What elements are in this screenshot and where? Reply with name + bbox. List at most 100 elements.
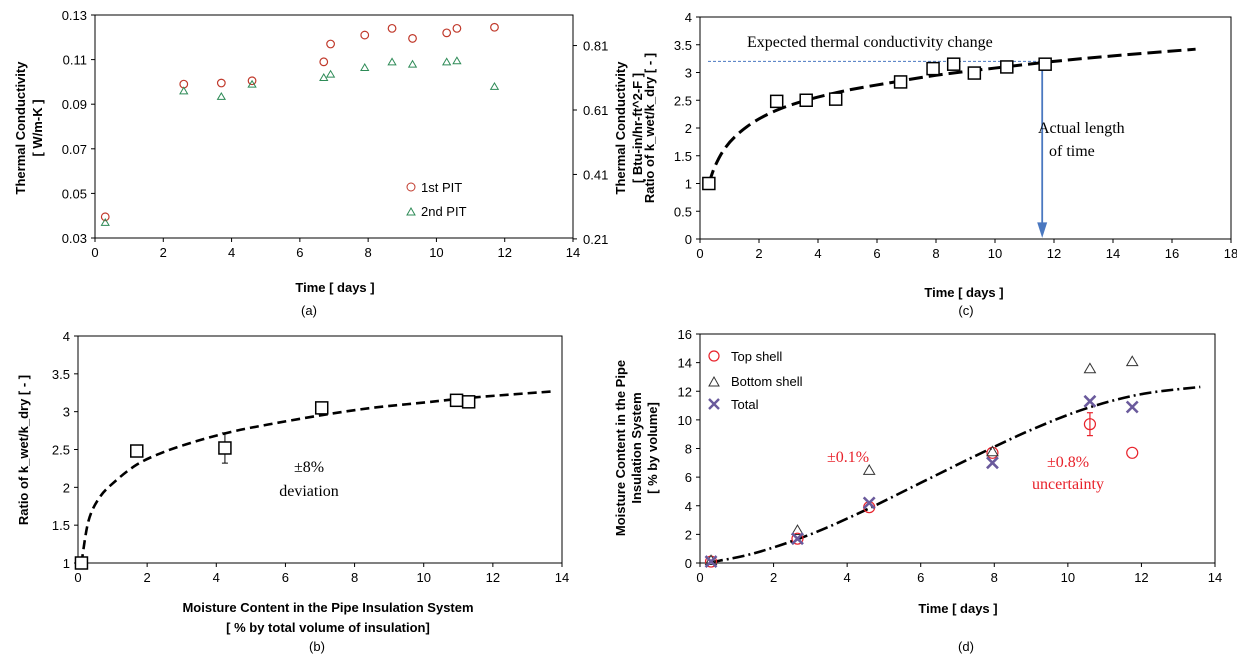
y-tick-label-b: 1 <box>63 556 70 571</box>
y-axis-label-d-line2: Insulation System <box>629 392 644 503</box>
x-tick-label-a: 2 <box>160 245 167 260</box>
point-bottom-shell <box>1083 362 1097 374</box>
point-1st-pit <box>490 22 499 32</box>
data-point-c <box>828 92 843 106</box>
data-point-b <box>449 393 464 408</box>
x-tick-label-a: 8 <box>365 245 372 260</box>
point-total <box>1125 400 1139 414</box>
point-1st-pit <box>326 39 335 49</box>
point-top-shell <box>1083 418 1097 431</box>
y-tick-label-c: 4 <box>685 10 692 25</box>
x-axis-label-a: Time [ days ] <box>295 280 374 295</box>
y-axis-label-b: Ratio of k_wet/k_dry [ - ] <box>16 375 31 525</box>
actual-time-arrowhead <box>1037 222 1048 238</box>
x-tick-label-c: 0 <box>696 246 703 261</box>
y-tick-label-d: 0 <box>685 556 692 571</box>
point-1st-pit <box>247 76 257 86</box>
y-tick-label-a: 0.09 <box>62 97 87 112</box>
point-bottom-shell <box>986 445 999 457</box>
y-tick-label-a: 0.07 <box>62 142 87 157</box>
point-total <box>1083 394 1097 408</box>
y-tick-label-a: 0.13 <box>62 8 87 23</box>
data-point-c <box>799 93 813 107</box>
y-tick-label-d: 16 <box>678 327 692 342</box>
annotation-d-uncertainty-large-2: uncertainty <box>1032 476 1104 493</box>
point-2nd-pit <box>247 79 257 88</box>
y2-axis-label-a-line2: [ Btu-in/hr-ft^2-F ] <box>630 73 645 183</box>
panel-label-c: (c) <box>958 303 973 318</box>
x-tick-label-d: 10 <box>1061 570 1075 585</box>
point-bottom-shell <box>1125 355 1139 367</box>
x-tick-label-c: 6 <box>873 246 880 261</box>
point-1st-pit <box>319 57 329 67</box>
x-tick-label-c: 16 <box>1165 246 1179 261</box>
data-point-c <box>1038 57 1052 71</box>
y-tick-label-a: 0.05 <box>62 186 87 201</box>
x-tick-label-b: 6 <box>282 570 289 585</box>
y2-tick-label-a: 0.41 <box>583 167 608 182</box>
chart-a: 0 2 4 6 8 10 12 14 0.03 0.05 0.07 0.09 0.11 0.13 0.21 0… <box>13 8 645 295</box>
point-2nd-pit <box>100 217 110 226</box>
point-2nd-pit <box>441 57 452 66</box>
point-bottom-shell <box>791 524 804 535</box>
point-1st-pit <box>452 23 462 33</box>
x-tick-label-b: 8 <box>351 570 358 585</box>
y-tick-label-b: 4 <box>63 329 70 344</box>
y-tick-label-c: 3 <box>685 66 692 81</box>
y2-axis-label-a-line1: Thermal Conductivity <box>613 61 628 195</box>
x-tick-label-c: 12 <box>1047 246 1061 261</box>
x-tick-label-a: 10 <box>429 245 443 260</box>
point-1st-pit <box>216 78 226 88</box>
legend-label-bottom-shell: Bottom shell <box>731 374 803 389</box>
x-tick-label-b: 12 <box>486 570 500 585</box>
y-tick-label-a: 0.03 <box>62 231 87 246</box>
point-2nd-pit <box>452 56 462 65</box>
x-tick-label-c: 2 <box>755 246 762 261</box>
y-tick-label-b: 2 <box>63 480 70 495</box>
annotation-d-uncertainty-small: ±0.1% <box>827 449 869 466</box>
point-2nd-pit <box>319 73 329 81</box>
point-top-shell <box>1126 446 1139 459</box>
data-point-c <box>893 75 908 89</box>
plot-frame-a <box>94 14 574 239</box>
point-total <box>704 555 718 568</box>
fit-curve-d <box>710 385 1201 564</box>
y-tick-label-d: 6 <box>685 470 692 485</box>
x-tick-label-d: 6 <box>917 570 924 585</box>
legend-label-2nd-pit: 2nd PIT <box>421 204 467 219</box>
data-point-b <box>130 444 144 458</box>
x-tick-label-d: 12 <box>1134 570 1148 585</box>
data-point-c <box>769 94 784 109</box>
point-total <box>862 496 876 510</box>
y2-tick-label-a: 0.61 <box>583 103 608 118</box>
x-axis-label-b-line2: [ % by total volume of insulation] <box>226 620 430 635</box>
data-point-b <box>74 556 89 570</box>
legend-label-1st-pit: 1st PIT <box>421 180 462 195</box>
point-total <box>986 456 999 470</box>
fit-curve-b <box>80 389 556 564</box>
x-tick-label-d: 4 <box>844 570 851 585</box>
y-tick-label-d: 8 <box>685 442 692 457</box>
x-tick-label-a: 12 <box>497 245 511 260</box>
y-axis-label-c: Ratio of k_wet/k_dry [ - ] <box>642 53 657 203</box>
data-point-c <box>1000 60 1014 74</box>
point-2nd-pit <box>387 57 397 66</box>
x-axis-label-b-line1: Moisture Content in the Pipe Insulation … <box>182 600 473 615</box>
legend-marker-2nd-pit <box>406 206 416 216</box>
x-tick-label-a: 4 <box>228 245 235 260</box>
x-tick-label-c: 10 <box>988 246 1002 261</box>
annotation-c-expected: Expected thermal conductivity change <box>747 34 993 51</box>
x-tick-label-b: 4 <box>213 570 220 585</box>
x-tick-label-d: 0 <box>696 570 703 585</box>
annotation-c-actual-1: Actual length <box>1038 120 1125 137</box>
y-tick-label-d: 14 <box>678 356 692 371</box>
chart-d: 0 2 4 6 8 10 12 14 0 2 4 6 8 10 12 14 16 ±0.1% ±0.8% unc… <box>613 327 1222 616</box>
legend-label-top-shell: Top shell <box>731 349 782 364</box>
annotation-b-deviation-1: ±8% <box>294 459 324 476</box>
x-tick-label-a: 6 <box>296 245 303 260</box>
panel-label-d: (d) <box>958 639 974 654</box>
data-point-c <box>967 66 982 80</box>
panel-label-a: (a) <box>301 303 317 318</box>
legend-marker-total <box>708 398 720 410</box>
y-tick-label-d: 12 <box>678 384 692 399</box>
